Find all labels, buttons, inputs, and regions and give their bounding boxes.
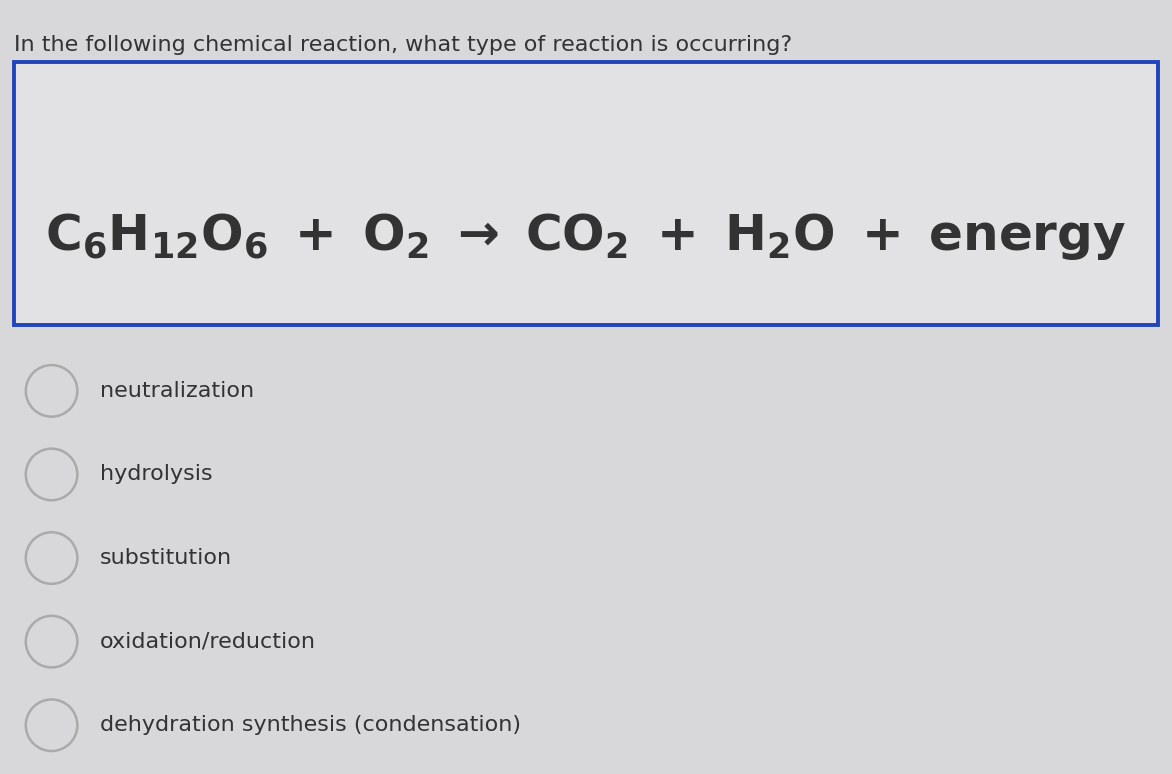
- Text: In the following chemical reaction, what type of reaction is occurring?: In the following chemical reaction, what…: [14, 35, 792, 55]
- Text: substitution: substitution: [100, 548, 232, 568]
- FancyBboxPatch shape: [14, 62, 1158, 325]
- Text: hydrolysis: hydrolysis: [100, 464, 212, 485]
- Text: neutralization: neutralization: [100, 381, 254, 401]
- Text: dehydration synthesis (condensation): dehydration synthesis (condensation): [100, 715, 520, 735]
- Text: $\mathbf{C_6H_{12}O_6}$$\mathbf{\ +\ O_2\ \rightarrow\ CO_2\ +\ H_2O\ +}$ $\math: $\mathbf{C_6H_{12}O_6}$$\mathbf{\ +\ O_2…: [46, 211, 1126, 262]
- Text: oxidation/reduction: oxidation/reduction: [100, 632, 315, 652]
